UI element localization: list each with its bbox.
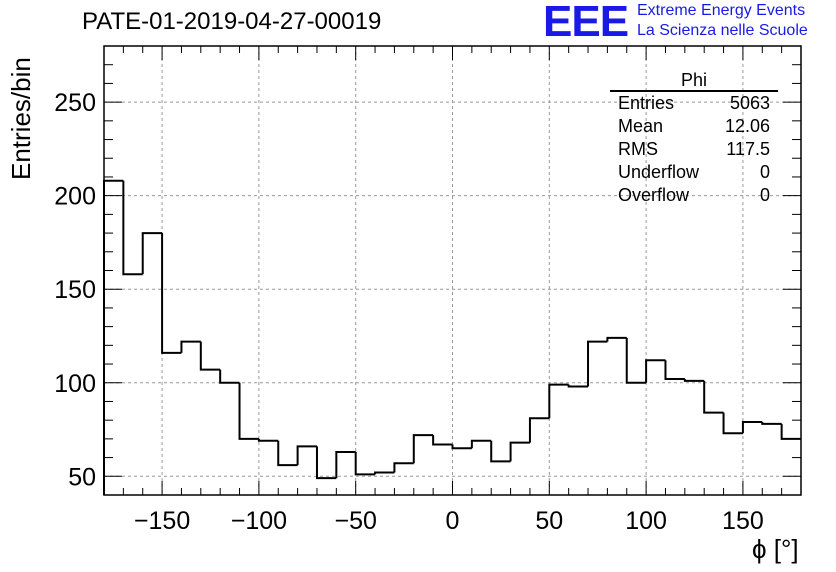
histogram-bin: [645, 359, 666, 383]
logo-line-1: Extreme Energy Events: [637, 2, 806, 19]
stats-value: 12.06: [724, 116, 770, 136]
stats-row: Entries 5063: [610, 92, 778, 115]
y-tick-label: 50: [68, 463, 96, 491]
histogram-bin: [335, 450, 356, 479]
stats-box: Phi Entries 5063 Mean 12.06 RMS 117.5 Under…: [610, 70, 778, 207]
stats-title: Phi: [610, 70, 778, 92]
histogram-bin: [122, 180, 143, 276]
stats-value: 117.5: [726, 139, 770, 159]
stats-value: 5063: [729, 93, 770, 113]
histogram-bin: [703, 380, 724, 414]
histogram-bin: [625, 337, 647, 384]
y-tick-label: 100: [54, 370, 96, 398]
y-tick-label: 250: [54, 89, 96, 117]
histogram-bin: [219, 369, 240, 384]
stats-label: RMS: [618, 139, 658, 159]
y-axis: 50 100 150 200 250: [54, 45, 801, 496]
stats-label: Underflow: [618, 162, 700, 182]
x-axis: −150 −100 −50 0 50 100 150: [103, 46, 802, 535]
histogram-bin: [103, 179, 124, 495]
stats-value: 0: [759, 185, 770, 205]
stats-value: 0: [759, 162, 770, 182]
y-tick-label: 150: [54, 276, 96, 304]
x-axis-label: ϕ [°]: [752, 534, 799, 564]
histogram-bin: [393, 462, 414, 473]
chart-title: PATE-01-2019-04-27-00019: [82, 8, 382, 35]
x-tick-label: 150: [722, 507, 764, 535]
histogram-bin: [509, 441, 530, 462]
histogram-bin: [257, 438, 279, 442]
histogram-bin: [587, 340, 608, 387]
histogram-bins: [103, 179, 801, 495]
x-tick-label: 100: [625, 507, 667, 535]
histogram-bin: [683, 379, 705, 382]
histogram-bin: [470, 439, 492, 449]
stats-label: Mean: [618, 116, 664, 136]
histogram-bin: [161, 233, 182, 354]
histogram-bin: [354, 451, 376, 476]
histogram-bin: [199, 341, 221, 371]
grid-lines: [104, 46, 801, 495]
x-tick-label: 0: [446, 507, 460, 535]
histogram-bin: [374, 471, 395, 475]
histogram-bin: [722, 412, 743, 435]
histogram-bin: [567, 384, 589, 388]
histogram-bin: [664, 360, 685, 381]
histogram-bin: [548, 383, 569, 419]
y-axis-label: Entries/bin: [6, 57, 36, 180]
x-tick-label: −100: [231, 507, 287, 535]
stats-label: Entries: [618, 93, 675, 113]
histogram-bin: [761, 422, 782, 425]
histogram-bin: [277, 440, 298, 467]
logo-line-2: La Scienza nelle Scuole: [637, 22, 808, 39]
histogram-bin: [606, 336, 627, 342]
y-tick-label: 200: [54, 183, 96, 211]
histogram-bin: [528, 417, 550, 443]
histogram-bin: [490, 440, 511, 463]
x-tick-label: −50: [334, 507, 376, 535]
stats-row: RMS 117.5: [610, 138, 778, 161]
histogram-bin: [315, 446, 337, 480]
histogram-bin: [432, 435, 453, 446]
histogram-bin: [451, 444, 472, 450]
stats-row: Overflow 0: [610, 184, 778, 207]
stats-row: Underflow 0: [610, 161, 778, 184]
eee-logo: EEE: [543, 0, 629, 46]
stats-label: Overflow: [618, 185, 690, 205]
histogram-bin: [238, 382, 259, 440]
stats-row: Mean 12.06: [610, 115, 778, 138]
x-tick-label: 50: [535, 507, 563, 535]
histogram-bin: [141, 232, 163, 275]
histogram-bin: [296, 445, 317, 466]
histogram-bin: [741, 421, 763, 434]
histogram-bin: [780, 423, 801, 440]
x-tick-label: −150: [134, 507, 190, 535]
histogram-bin: [180, 340, 201, 353]
histogram-bin: [412, 434, 434, 464]
